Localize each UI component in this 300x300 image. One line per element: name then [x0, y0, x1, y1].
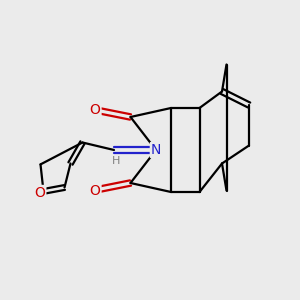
Text: O: O [34, 186, 45, 200]
Text: O: O [90, 184, 101, 198]
Text: N: N [151, 143, 161, 157]
Text: O: O [90, 103, 101, 116]
Text: H: H [112, 156, 121, 167]
